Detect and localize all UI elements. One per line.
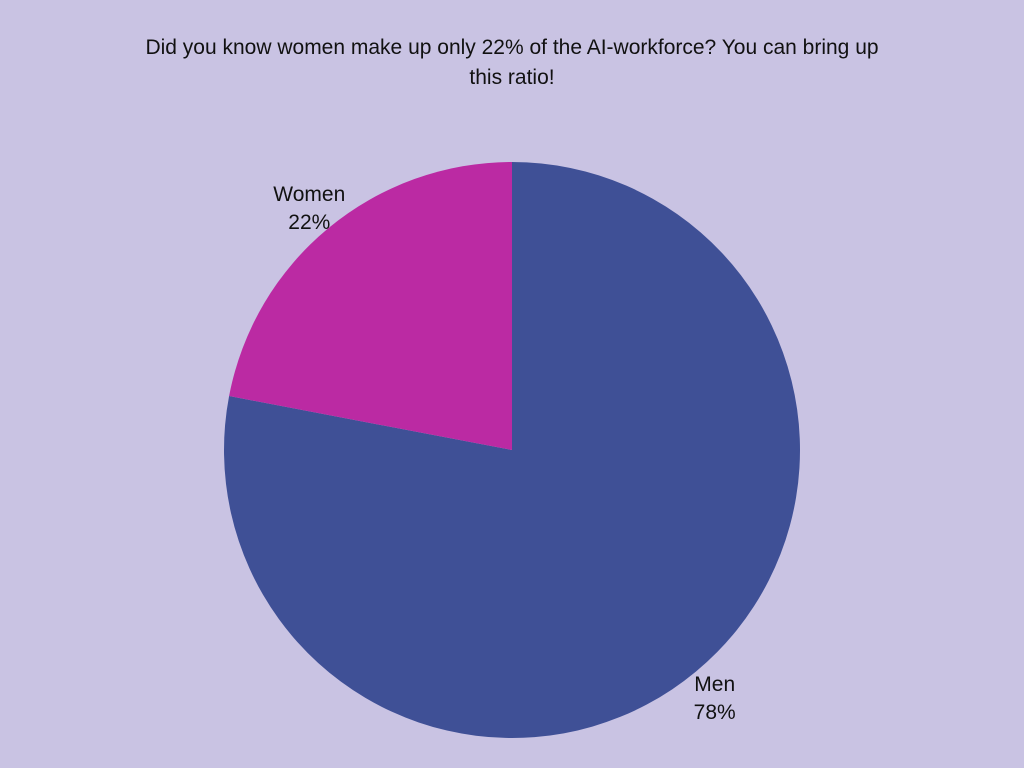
slice-label-percent: 22%	[288, 211, 330, 234]
slice-label-percent: 78%	[694, 701, 736, 724]
chart-title: Did you know women make up only 22% of t…	[145, 36, 879, 89]
slice-label-name: Women	[273, 183, 345, 206]
pie-slice-women	[229, 162, 513, 450]
slice-label-women: Women 22%	[273, 183, 345, 234]
slice-label-name: Men	[694, 673, 735, 696]
slice-label-men: Men 78%	[694, 673, 736, 724]
